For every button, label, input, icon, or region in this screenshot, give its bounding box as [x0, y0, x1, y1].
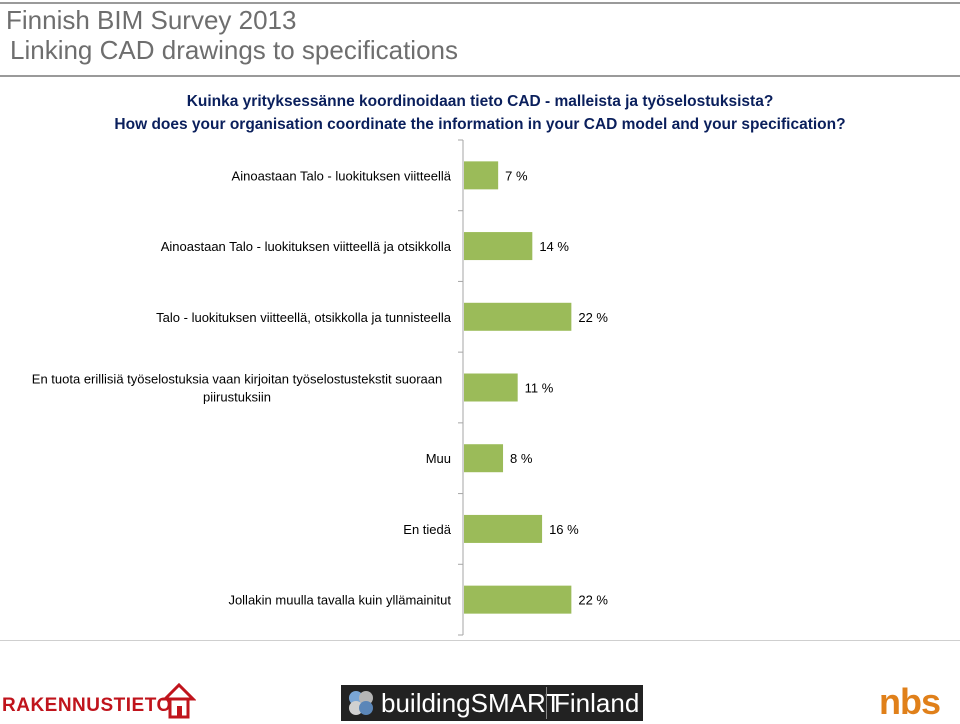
- slide-title: Finnish BIM Survey 2013 Linking CAD draw…: [6, 5, 458, 65]
- buildingsmart-logo-country: Finland: [554, 688, 640, 718]
- category-label: En tuota erillisiä työselostuksia vaan k…: [32, 372, 442, 405]
- rakennustieto-logo-text: RAKENNUSTIETO: [2, 695, 172, 716]
- value-label: 8 %: [510, 451, 533, 466]
- bar: [464, 161, 499, 190]
- category-label: Ainoastaan Talo - luokituksen viitteellä: [232, 168, 452, 183]
- value-label: 22 %: [578, 310, 608, 325]
- value-label: 11 %: [525, 381, 554, 396]
- bars: [464, 161, 572, 614]
- category-labels: Ainoastaan Talo - luokituksen viitteellä…: [32, 168, 452, 607]
- category-label: Ainoastaan Talo - luokituksen viitteellä…: [161, 239, 452, 254]
- buildingsmart-mark-icon: [349, 691, 373, 715]
- bar: [464, 373, 518, 402]
- bar: [464, 514, 543, 543]
- question-finnish: Kuinka yrityksessänne koordinoidaan tiet…: [186, 93, 774, 110]
- slide-title-line2: Linking CAD drawings to specifications: [10, 35, 458, 65]
- title-rule: [0, 75, 960, 77]
- bar: [464, 585, 572, 614]
- category-axis: [458, 139, 464, 636]
- rakennustieto-logo: RAKENNUSTIETO: [2, 681, 202, 721]
- value-labels: 7 % 14 % 22 % 11 % 8 % 16 % 22 %: [505, 168, 608, 607]
- bar-chart: Ainoastaan Talo - luokituksen viitteellä…: [32, 139, 608, 636]
- category-label: Talo - luokituksen viitteellä, otsikkoll…: [156, 310, 452, 325]
- buildingsmart-logo-divider: [546, 687, 547, 719]
- top-rule: [0, 2, 960, 4]
- value-label: 16 %: [549, 522, 579, 537]
- buildingsmart-logo: buildingSMART Finland: [341, 685, 643, 721]
- value-label: 7 %: [505, 168, 528, 183]
- bar: [464, 444, 504, 473]
- category-label: En tiedä: [403, 522, 451, 537]
- category-label-line: En tuota erillisiä työselostuksia vaan k…: [32, 372, 442, 387]
- slide-title-line1: Finnish BIM Survey 2013: [6, 5, 297, 35]
- category-label: Muu: [426, 451, 451, 466]
- bar: [464, 302, 572, 331]
- category-label: Jollakin muulla tavalla kuin yllämainitu…: [228, 593, 451, 608]
- value-label: 14 %: [539, 239, 569, 254]
- bar: [464, 232, 533, 261]
- house-icon: [162, 682, 196, 719]
- buildingsmart-logo-text: buildingSMART: [381, 688, 562, 718]
- value-label: 22 %: [578, 593, 608, 608]
- nbs-logo: nbs: [879, 681, 941, 722]
- category-label-line: piirustuksiin: [203, 390, 271, 405]
- footer-rule: [0, 640, 960, 641]
- question-english: How does your organisation coordinate th…: [114, 116, 846, 133]
